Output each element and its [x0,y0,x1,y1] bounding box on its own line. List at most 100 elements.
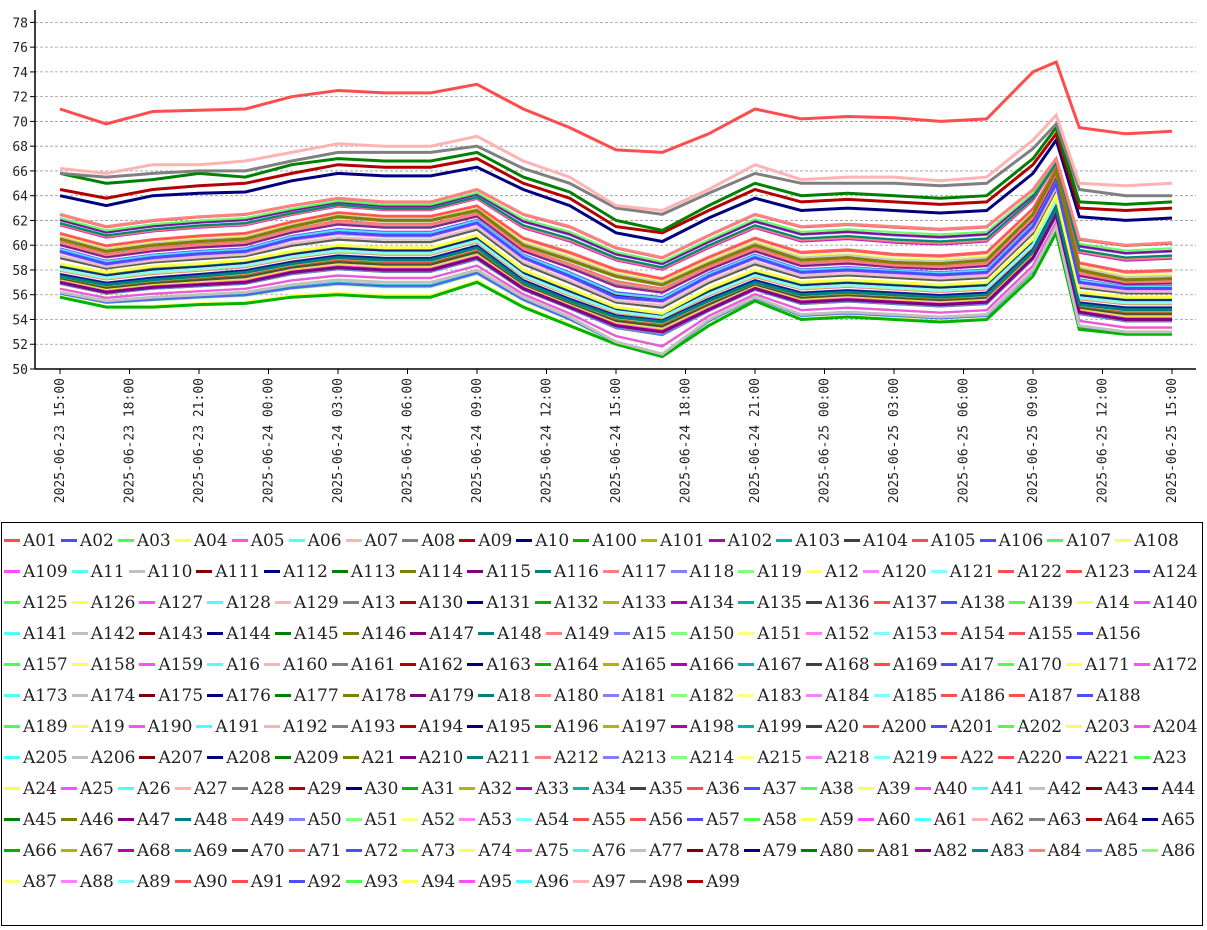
legend-swatch [1066,725,1083,728]
legend-swatch [535,570,552,573]
legend-swatch [573,818,590,821]
legend-item: A119 [738,556,802,587]
series-line-yellow [59,191,1172,315]
legend-item: A45 [4,804,57,835]
legend-swatch [345,539,362,542]
legend-swatch [231,849,248,852]
legend-item: A175 [139,680,203,711]
legend-swatch [573,539,590,542]
legend-label: A109 [23,561,68,582]
y-tick-label: 54 [12,313,28,328]
legend-label: A04 [193,530,228,551]
legend-item: A132 [535,587,599,618]
legend-label: A47 [136,809,171,830]
x-tick-label: 2025-06-25 15:00 [1165,378,1180,503]
legend-label: A186 [960,685,1006,706]
legend-item: A178 [342,680,406,711]
legend-swatch [1085,818,1102,821]
legend-item: A06 [288,525,342,556]
legend-label: A86 [1161,840,1196,861]
legend-swatch [410,694,427,697]
legend-label: A215 [757,747,802,768]
legend-item: A149 [545,618,610,649]
legend-label: A117 [621,561,667,582]
legend-swatch [1066,756,1083,759]
legend-label: A201 [949,716,995,737]
legend-item: A80 [800,835,854,866]
legend-label: A139 [1028,592,1073,613]
series-line [59,187,1172,309]
legend-item: A12 [806,556,859,587]
legend-swatch [1133,601,1150,604]
legend-item: A44 [1142,773,1195,804]
legend-item: A193 [331,711,396,742]
legend-item: A180 [535,680,599,711]
legend-label: A184 [825,685,870,706]
legend-label: A167 [757,654,802,675]
legend-label: A112 [283,561,328,582]
legend-item: A185 [873,680,937,711]
legend-label: A152 [825,623,870,644]
legend-item: A110 [128,556,192,587]
series-line [59,184,1172,307]
legend-swatch [331,663,348,666]
legend-swatch [873,663,890,666]
series-line-darkred [59,130,1173,235]
legend-swatch [738,694,755,697]
x-tick-label: 2025-06-24 18:00 [679,378,694,503]
legend-label: A173 [23,685,68,706]
legend-item: A148 [478,618,542,649]
legend-swatch [274,632,291,635]
legend-label: A160 [283,654,328,675]
legend-swatch [60,849,77,852]
legend-label: A151 [757,623,802,644]
legend-label: A158 [90,654,136,675]
legend-swatch [467,570,484,573]
legend-swatch [535,756,552,759]
legend-swatch [71,663,88,666]
legend-item: A17 [941,649,994,680]
legend-item: A164 [535,649,599,680]
legend-label: A25 [79,778,114,799]
legend-swatch [914,818,931,821]
legend-swatch [274,694,291,697]
legend-item: A48 [174,804,228,835]
legend-item: A140 [1133,587,1198,618]
legend-swatch [687,849,704,852]
legend-swatch [207,756,224,759]
legend-item: A74 [459,835,512,866]
legend-item: A22 [941,742,994,773]
series-line-olive [59,166,1173,287]
series-line-brightgreen [59,228,1172,359]
legend-swatch [345,818,362,821]
legend-label: A29 [307,778,342,799]
legend-swatch [708,539,725,542]
legend-label: A116 [554,561,599,582]
legend-label: A161 [350,654,396,675]
legend-label: A41 [990,778,1025,799]
legend-label: A27 [193,778,228,799]
legend-label: A18 [497,685,532,706]
legend-label: A56 [649,809,684,830]
legend-swatch [670,601,687,604]
legend-label: A113 [350,561,396,582]
legend-item: A94 [402,866,455,897]
legend-label: A134 [689,592,735,613]
legend-label: A187 [1028,685,1073,706]
legend-label: A120 [881,561,927,582]
legend-item: A65 [1142,804,1195,835]
legend-item: A61 [914,804,968,835]
legend-item: A82 [914,835,968,866]
legend-item: A57 [687,804,740,835]
legend-swatch [930,570,947,573]
legend-swatch [402,539,419,542]
legend-swatch [342,756,359,759]
legend-label: A93 [364,871,399,892]
legend-item: A202 [998,711,1062,742]
legend-item: A39 [857,773,911,804]
legend-item: A23 [1133,742,1187,773]
legend-swatch [4,694,20,697]
legend-item: A137 [873,587,937,618]
legend-label: A05 [250,530,285,551]
legend-swatch [979,539,996,542]
